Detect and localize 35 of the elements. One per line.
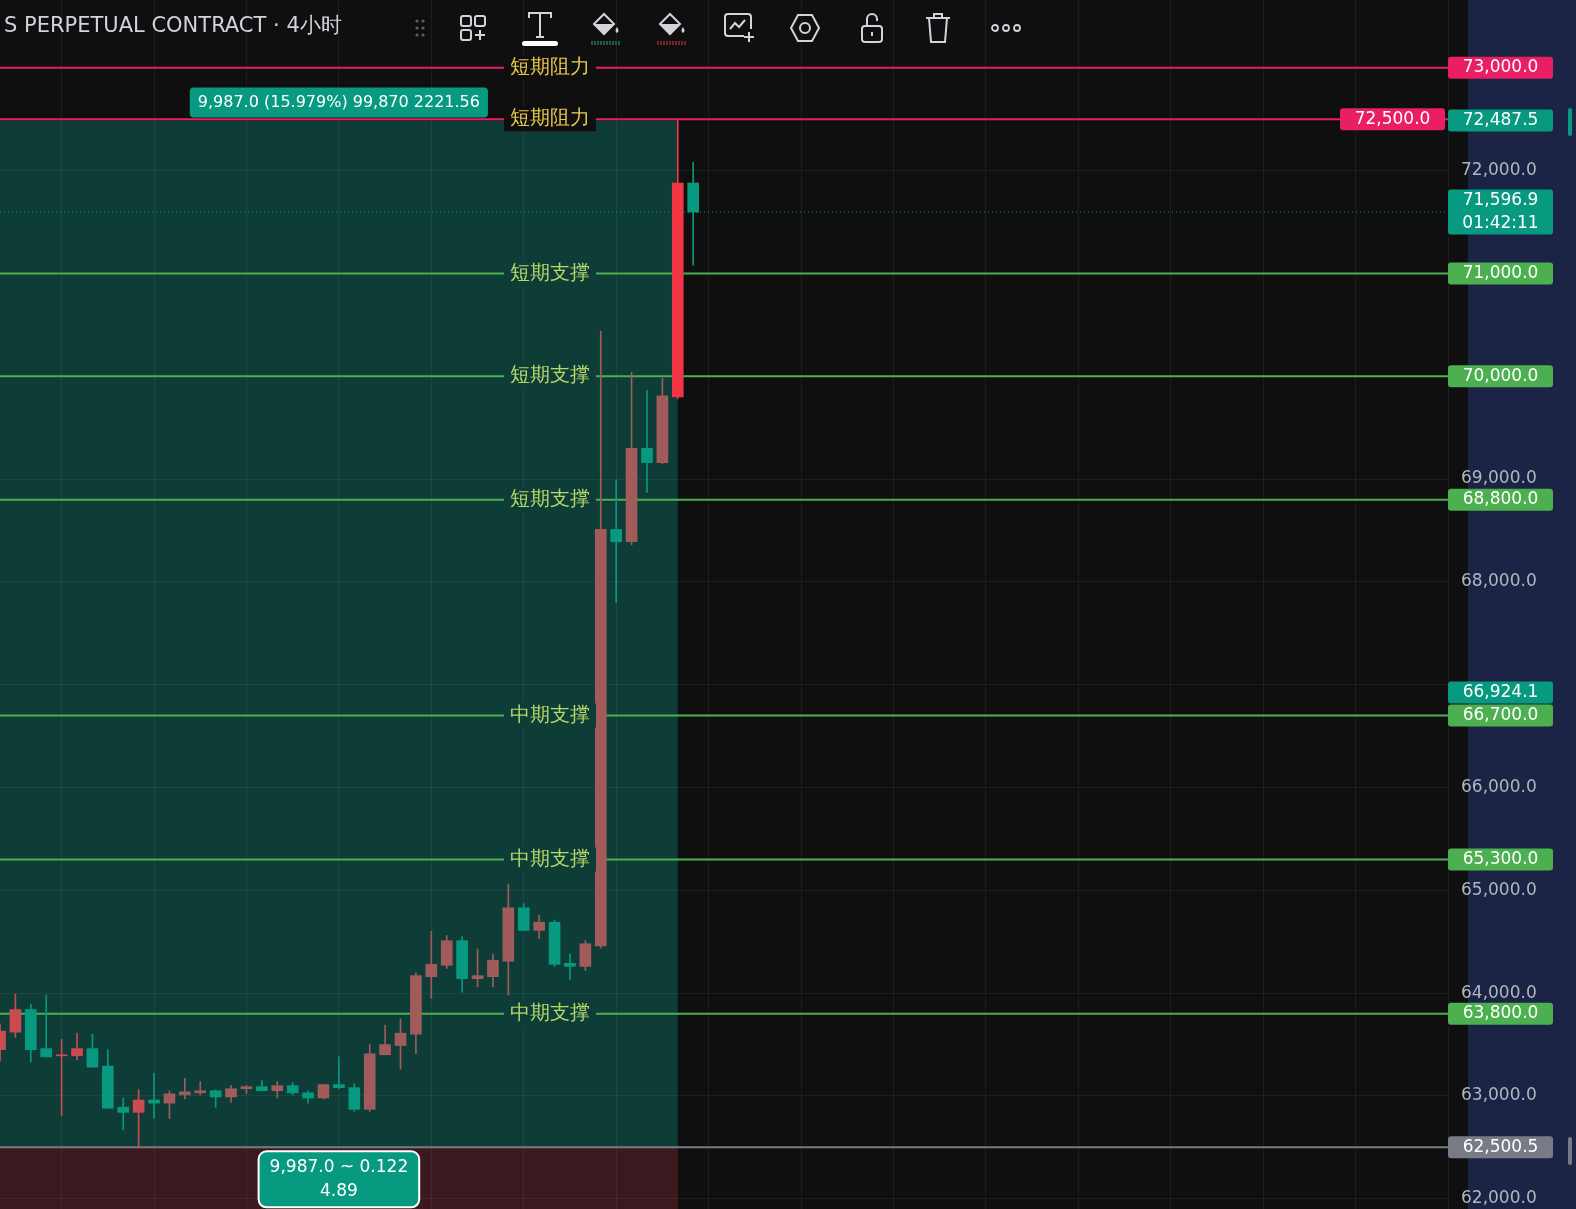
candlestick [564,953,576,981]
candlestick [194,1081,207,1096]
candlestick [333,1056,345,1090]
annotation: 中期支撑 [510,845,590,870]
annotation: 短期支撑 [510,362,590,387]
ref-line-label: 73,000.0 [1462,56,1539,77]
text: S PERPETUAL CONTRACT · 4小时 [4,13,342,38]
y-tick-label: 69,000.0 [1461,467,1537,488]
y2-tick-label: 66,924.1 [1462,680,1539,701]
ref-line-label: 72,500.0 [1354,107,1431,128]
y-tick-label: 66,000.0 [1461,775,1537,796]
ref-line-label: 68,800.0 [1462,488,1539,509]
y-tick-label: 65,000.0 [1461,878,1537,899]
y-tick-label: 68,000.0 [1461,570,1537,591]
y-tick-label: 72,000.0 [1461,159,1537,180]
annotation: 短期阻力 [510,54,590,79]
y-tick-label: 62,000.0 [1461,1187,1537,1208]
ref-line-label: 65,300.0 [1462,847,1539,868]
annotation: 9,987.0 ~ 0.122 4.89 [269,1155,409,1200]
annotation: 9,987.0 (15.979%) 99,870 2221.56 [197,91,480,111]
y2-tick-label: 72,487.5 [1462,108,1539,129]
ref-line-label: 70,000.0 [1462,364,1539,385]
candlestick [179,1078,191,1100]
ref-line-label: 66,700.0 [1462,703,1539,724]
y-tick-label: 64,000.0 [1461,981,1537,1002]
ref-line-label: 71,596.9 01:42:11 [1462,189,1539,233]
annotation: 短期阻力 [510,105,590,130]
annotation: 短期支撑 [510,259,590,284]
ref-line-label: 71,000.0 [1462,261,1539,282]
ref-line-label: 62,500.5 [1462,1135,1539,1156]
annotation: 短期支撑 [510,485,590,510]
annotation: 中期支撑 [510,999,590,1024]
y-tick-label: 63,000.0 [1461,1084,1537,1105]
annotation: 中期支撑 [510,701,590,726]
ref-line-label: 63,800.0 [1462,1002,1539,1023]
